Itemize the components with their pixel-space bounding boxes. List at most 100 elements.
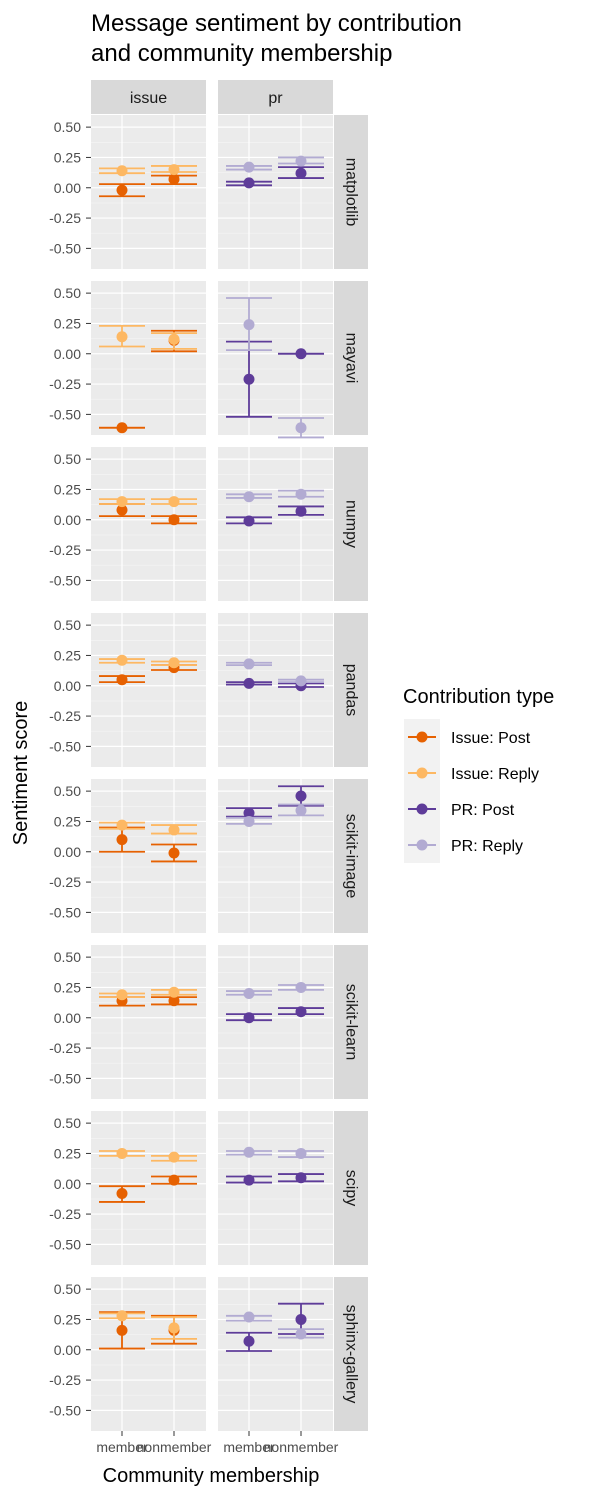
data-point bbox=[168, 496, 180, 508]
data-point bbox=[295, 1147, 307, 1159]
y-tick-label: -0.25 bbox=[49, 874, 81, 890]
panel-background bbox=[218, 779, 333, 933]
data-point bbox=[295, 505, 307, 517]
y-tick-label: 0.00 bbox=[54, 1176, 81, 1192]
data-point bbox=[243, 1174, 255, 1186]
y-tick-label: -0.25 bbox=[49, 542, 81, 558]
y-tick-label: -0.25 bbox=[49, 1040, 81, 1056]
data-point bbox=[168, 333, 180, 345]
data-point bbox=[243, 1311, 255, 1323]
y-tick-label: -0.25 bbox=[49, 1206, 81, 1222]
x-axis-title: Community membership bbox=[103, 1465, 320, 1487]
chart-title-line: Message sentiment by contribution bbox=[91, 10, 462, 37]
data-point bbox=[295, 348, 307, 360]
x-tick-label: nonmember bbox=[264, 1439, 339, 1455]
y-tick-label: -0.50 bbox=[49, 572, 81, 588]
data-point bbox=[116, 496, 128, 508]
y-tick-label: 0.50 bbox=[54, 617, 81, 633]
data-point bbox=[168, 1322, 180, 1334]
row-strip-label: scikit-image bbox=[343, 814, 360, 899]
panel-background bbox=[91, 1111, 206, 1265]
panel-background bbox=[218, 281, 333, 435]
row-strip-mayavi bbox=[334, 281, 368, 435]
y-tick-label: -0.50 bbox=[49, 1070, 81, 1086]
panel-background bbox=[218, 1277, 333, 1431]
data-point bbox=[295, 488, 307, 500]
y-tick-label: 0.25 bbox=[54, 647, 81, 663]
y-tick-label: 0.00 bbox=[54, 512, 81, 528]
y-tick-label: 0.50 bbox=[54, 783, 81, 799]
y-tick-label: 0.50 bbox=[54, 1115, 81, 1131]
data-point bbox=[168, 164, 180, 176]
panel-background bbox=[91, 945, 206, 1099]
data-point bbox=[243, 1146, 255, 1158]
y-tick-label: 0.25 bbox=[54, 149, 81, 165]
x-tick-label: member bbox=[96, 1439, 148, 1455]
row-strip-label: matplotlib bbox=[343, 158, 360, 227]
y-tick-label: 0.50 bbox=[54, 285, 81, 301]
data-point bbox=[243, 807, 255, 819]
data-point bbox=[116, 674, 128, 686]
data-point bbox=[116, 654, 128, 666]
legend-entry-label: Issue: Reply bbox=[451, 766, 539, 783]
data-point bbox=[116, 989, 128, 1001]
column-strip-label: issue bbox=[130, 90, 167, 107]
row-strip-pandas bbox=[334, 613, 368, 767]
legend-entry-label: PR: Reply bbox=[451, 838, 523, 855]
data-point bbox=[295, 675, 307, 687]
data-point bbox=[168, 173, 180, 185]
data-point bbox=[168, 824, 180, 836]
data-point bbox=[243, 515, 255, 527]
y-tick-label: -0.50 bbox=[49, 1236, 81, 1252]
row-strip-matplotlib bbox=[334, 115, 368, 269]
data-point bbox=[116, 1147, 128, 1159]
legend-key-point bbox=[416, 767, 428, 779]
legend-entry-label: PR: Post bbox=[451, 802, 515, 819]
chart-title-line: and community membership bbox=[91, 40, 392, 67]
data-point bbox=[295, 805, 307, 817]
data-point bbox=[243, 1012, 255, 1024]
y-tick-label: 0.00 bbox=[54, 844, 81, 860]
panel-background bbox=[218, 613, 333, 767]
data-point bbox=[243, 373, 255, 385]
data-point bbox=[295, 1328, 307, 1340]
data-point bbox=[116, 834, 128, 846]
data-point bbox=[243, 988, 255, 1000]
y-tick-label: 0.25 bbox=[54, 813, 81, 829]
data-point bbox=[116, 422, 128, 434]
row-strip-label: scipy bbox=[343, 1170, 360, 1206]
data-point bbox=[243, 177, 255, 189]
y-tick-label: 0.00 bbox=[54, 678, 81, 694]
row-strip-scipy bbox=[334, 1111, 368, 1265]
y-tick-label: 0.50 bbox=[54, 949, 81, 965]
data-point bbox=[243, 677, 255, 689]
data-point bbox=[168, 847, 180, 859]
data-point bbox=[116, 331, 128, 343]
y-tick-label: 0.00 bbox=[54, 1010, 81, 1026]
data-point bbox=[295, 1172, 307, 1184]
row-strip-label: pandas bbox=[343, 664, 360, 717]
panel-background bbox=[218, 115, 333, 269]
row-strip-label: scikit-learn bbox=[343, 984, 360, 1060]
row-strip-label: sphinx-gallery bbox=[343, 1305, 360, 1404]
data-point bbox=[295, 1313, 307, 1325]
y-tick-label: -0.25 bbox=[49, 708, 81, 724]
y-tick-label: -0.25 bbox=[49, 376, 81, 392]
x-tick-label: nonmember bbox=[137, 1439, 212, 1455]
y-tick-label: 0.50 bbox=[54, 451, 81, 467]
y-tick-label: -0.25 bbox=[49, 1372, 81, 1388]
data-point bbox=[116, 1187, 128, 1199]
data-point bbox=[116, 1324, 128, 1336]
data-point bbox=[116, 1310, 128, 1322]
x-tick-label: member bbox=[223, 1439, 275, 1455]
row-strip-scikit-image bbox=[334, 779, 368, 933]
data-point bbox=[168, 657, 180, 669]
data-point bbox=[243, 319, 255, 331]
y-tick-label: -0.25 bbox=[49, 210, 81, 226]
data-point bbox=[168, 986, 180, 998]
y-tick-label: 0.25 bbox=[54, 979, 81, 995]
row-strip-numpy bbox=[334, 447, 368, 601]
y-tick-label: -0.50 bbox=[49, 738, 81, 754]
